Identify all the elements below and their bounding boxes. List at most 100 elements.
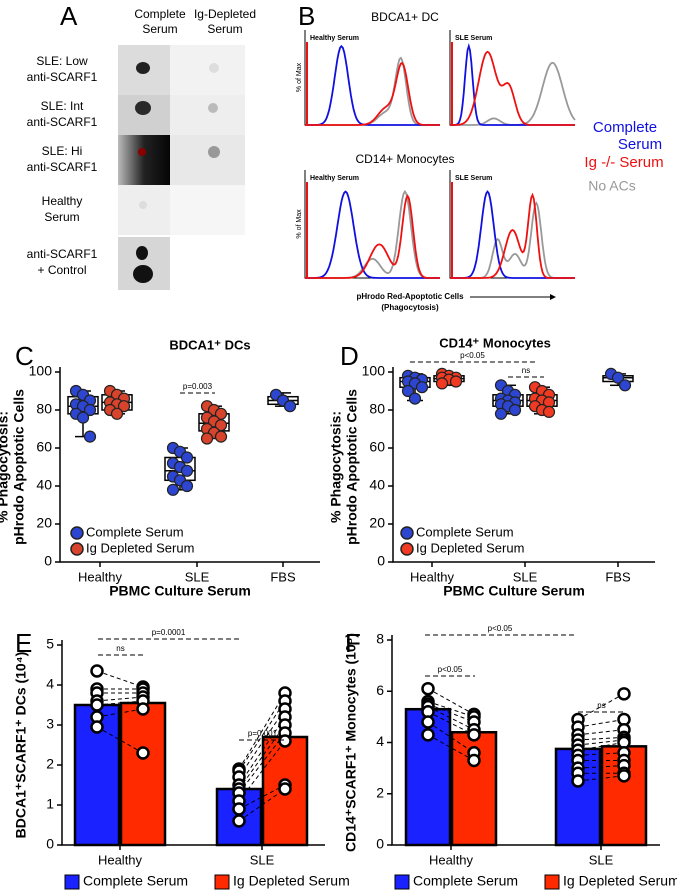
x-tick-label: Healthy (78, 569, 123, 584)
pair-line (427, 688, 475, 715)
point (408, 392, 422, 405)
y-tick-label: 0 (46, 836, 54, 852)
pair-line (577, 765, 625, 769)
row-label: SLE: Hi (42, 144, 83, 158)
point (232, 802, 246, 816)
y-tick-label: 0 (376, 836, 384, 852)
row-labels: SLE: Low anti-SCARF1 SLE: Int anti-SCARF1 SL… (27, 54, 98, 277)
y-tick-label: 2 (46, 756, 54, 772)
x-tick-label: FBS (605, 569, 631, 584)
x-tick-label: Healthy (98, 852, 143, 867)
legend-label: Complete Serum (413, 873, 518, 889)
pair-line (96, 670, 144, 688)
x-tick-label: SLE (185, 569, 210, 584)
pair-line (238, 788, 286, 822)
row-label: anti-SCARF1 (27, 247, 98, 261)
pair-line (577, 739, 625, 746)
point (542, 405, 556, 418)
annotation: ns (116, 644, 124, 653)
point (467, 728, 481, 742)
legend-marker (214, 874, 230, 890)
row-title: CD14+ Monocytes (355, 152, 454, 166)
legend-label: Ig Depleted Serum (416, 540, 524, 555)
pair-line (577, 729, 625, 736)
annotation: ns (597, 701, 605, 710)
panel-label: E (15, 628, 32, 658)
annotation: p=0.0001 (152, 628, 186, 637)
legend-label: Complete (593, 119, 657, 136)
histogram-curve (305, 189, 440, 279)
histogram-curve (305, 194, 440, 279)
plot-title: Healthy Serum (310, 175, 359, 182)
pair-line (577, 693, 625, 720)
row-label: + Control (37, 263, 86, 277)
pair-line (427, 701, 475, 718)
y-tick-label: 80 (36, 401, 52, 417)
point (110, 407, 124, 420)
pair-line (577, 752, 625, 756)
legend-marker (70, 526, 84, 540)
point (90, 720, 104, 734)
legend-label: No ACs (588, 178, 635, 194)
y-tick-label: 3 (46, 716, 54, 732)
point (449, 375, 463, 388)
y-label: CD14⁺SCARF1⁺ Monocytes (10⁵) (343, 633, 359, 852)
pair-line (96, 696, 144, 702)
y-tick-label: 0 (44, 553, 52, 569)
histogram-curve (450, 43, 575, 126)
row-label: anti-SCARF1 (27, 115, 98, 129)
histogram-curve (305, 190, 440, 279)
point (200, 432, 214, 445)
y-tick-label: 100 (362, 363, 386, 379)
point (571, 774, 585, 788)
plot-frame (304, 170, 440, 279)
point (401, 384, 415, 398)
column-header: Complete (134, 7, 186, 21)
pair-line (577, 775, 625, 782)
annotation: p<0.05 (488, 624, 513, 633)
y-tick-label: 60 (36, 439, 52, 455)
point (415, 381, 429, 394)
y-tick-label: 80 (369, 401, 385, 417)
point (494, 407, 508, 420)
histogram-curve (450, 201, 575, 279)
pair-line (238, 724, 286, 790)
x-tick-label: FBS (270, 569, 296, 584)
histogram-curve (450, 192, 575, 279)
pair-line (427, 711, 475, 736)
plot-frame (304, 30, 440, 126)
y-label: pHrodo Apoptotic Cells (344, 389, 360, 545)
legend-marker (544, 874, 560, 890)
histogram-curve (305, 61, 440, 126)
column-header: Serum (142, 22, 177, 36)
pair-line (238, 732, 286, 794)
point (278, 734, 292, 748)
x-tick-label: Healthy (410, 569, 455, 584)
pair-line (238, 740, 286, 802)
point (421, 728, 435, 742)
point (83, 430, 97, 443)
y-tick-label: 20 (369, 515, 385, 531)
point (467, 753, 481, 768)
x-tick-label: SLE (250, 852, 275, 867)
row-label: anti-SCARF1 (27, 160, 98, 174)
plot-frame (449, 170, 575, 279)
point (435, 377, 449, 390)
y-tick-label: 8 (376, 631, 384, 647)
pair-line (238, 784, 286, 810)
y-tick-label: 0 (377, 553, 385, 569)
pair-line (427, 706, 475, 731)
y-label: % Phagocytosis: (328, 411, 344, 523)
point (117, 400, 131, 413)
pair-line (96, 726, 144, 754)
annotation: p=0.003 (183, 382, 213, 391)
column-header: Ig-Depleted (194, 7, 256, 21)
x-label: PBMC Culture Serum (443, 583, 585, 599)
point (283, 400, 297, 413)
plot-title: SLE Serum (455, 175, 492, 182)
y-tick-label: 4 (46, 676, 54, 692)
point (611, 371, 625, 384)
legend-marker (400, 526, 414, 540)
legend-label: Serum (618, 136, 662, 153)
